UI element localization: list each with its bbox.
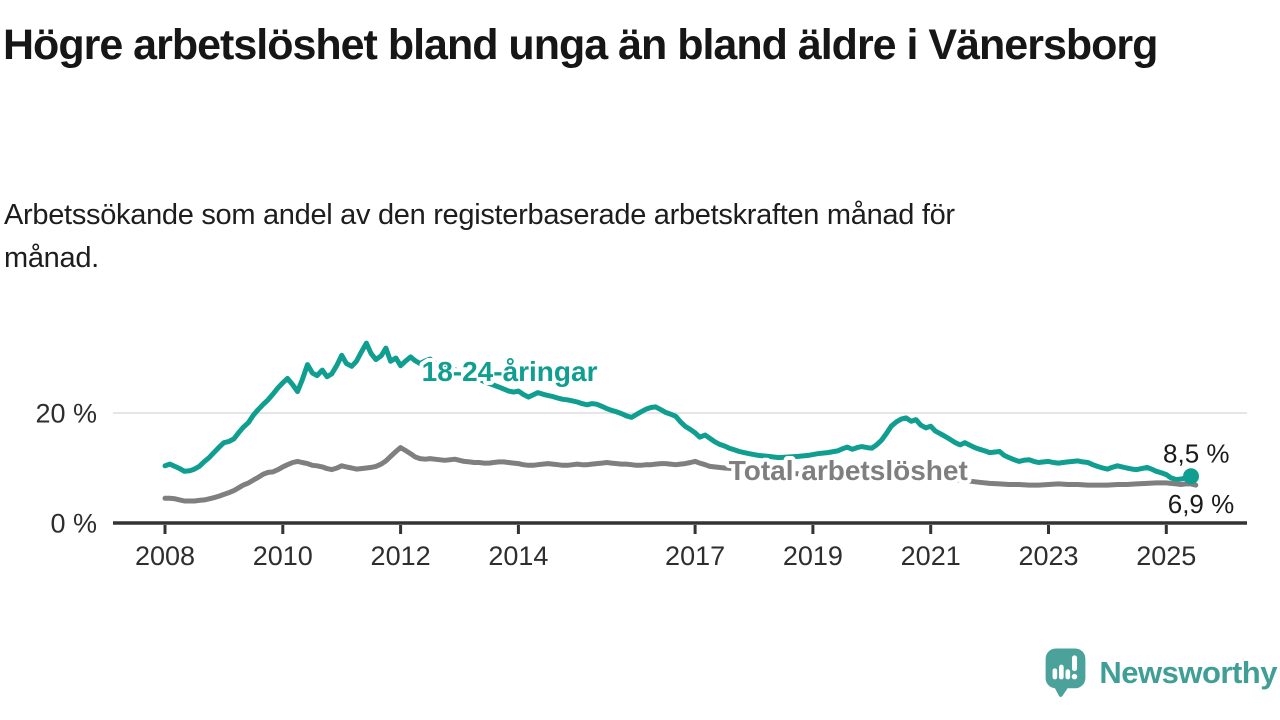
- y-tick-label: 0 %: [50, 509, 97, 539]
- x-tick-label: 2023: [1018, 541, 1078, 571]
- page-title: Högre arbetslöshet bland unga än bland ä…: [3, 21, 1158, 69]
- exclamation-line: [1072, 655, 1078, 672]
- x-tick-label: 2008: [135, 541, 195, 571]
- newsworthy-logo[interactable]: Newsworthy: [1045, 648, 1277, 697]
- x-tick-label: 2012: [371, 541, 431, 571]
- bar-medium: [1059, 664, 1065, 680]
- series-label-1: Total arbetslöshet: [729, 455, 968, 486]
- newsworthy-logo-icon: [1046, 648, 1086, 697]
- series-line-1: [162, 445, 1199, 504]
- chart-subtitle: Arbetssökande som andel av den registerb…: [4, 199, 955, 274]
- bar-small: [1065, 669, 1071, 680]
- end-value-label-1: 6,9 %: [1168, 489, 1235, 519]
- series-line-0: [162, 340, 1194, 483]
- x-tick-label: 2021: [901, 541, 961, 571]
- bar-short: [1052, 668, 1058, 680]
- y-tick-label: 20 %: [35, 399, 97, 429]
- exclamation-dot: [1072, 673, 1078, 680]
- x-tick-label: 2010: [253, 541, 313, 571]
- x-tick-label: 2019: [783, 541, 843, 571]
- newsworthy-logo-text: Newsworthy: [1099, 654, 1277, 690]
- x-tick-label: 2025: [1136, 541, 1196, 571]
- x-tick-label: 2014: [488, 541, 548, 571]
- series-end-dot-0: [1183, 468, 1200, 485]
- x-tick-label: 2017: [665, 541, 725, 571]
- end-value-label-0: 8,5 %: [1163, 438, 1230, 468]
- series-label-0: 18-24-åringar: [422, 356, 598, 387]
